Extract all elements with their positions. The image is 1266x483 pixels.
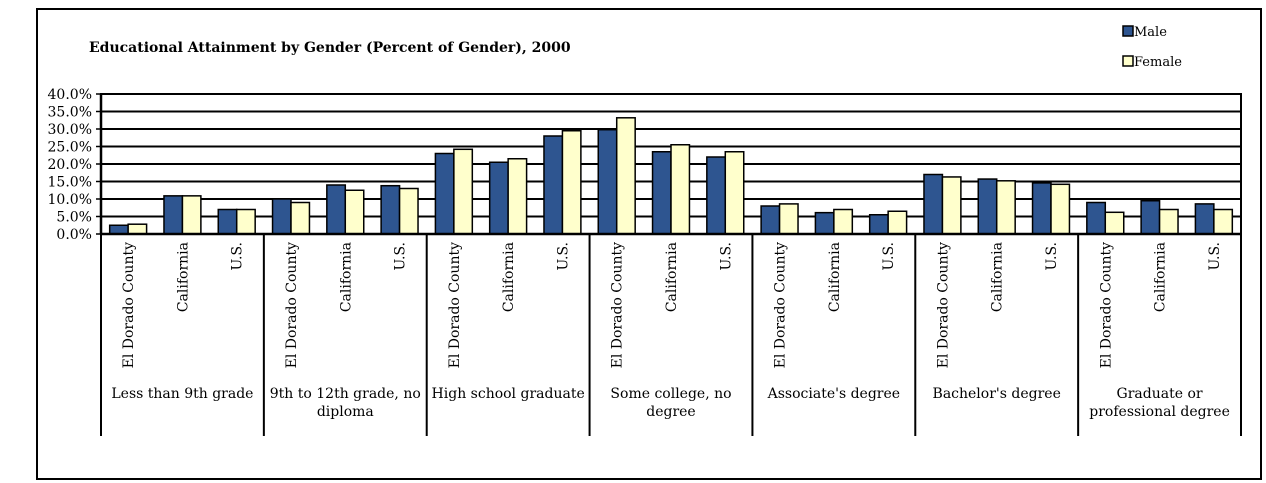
bar-male <box>814 211 835 235</box>
x-axis-ticks: El Dorado County California U.S. El Dorado … <box>121 242 1223 368</box>
x-tick-label: U.S. <box>1207 242 1223 271</box>
x-tick-label: California <box>1153 242 1169 312</box>
legend-label-male: Male <box>1134 25 1167 40</box>
bar-female <box>507 158 528 235</box>
x-tick-label: El Dorado County <box>610 242 626 368</box>
y-axis-ticks: 0.0%5.0% 10.0%15.0% 20.0%25.0% 30.0%35.0% 40… <box>48 87 101 243</box>
bar-male <box>923 173 944 235</box>
x-tick-label: California <box>501 242 517 312</box>
bar-male <box>597 128 618 235</box>
x-tick-label: U.S. <box>718 242 734 271</box>
x-tick-label: California <box>338 242 354 312</box>
y-tick-label: 20.0% <box>48 157 92 173</box>
bar-male <box>1140 200 1161 235</box>
bar-female <box>453 148 474 235</box>
bar-female <box>344 189 365 235</box>
bar-male <box>108 224 129 235</box>
bar-male <box>977 178 998 235</box>
bar-female <box>398 187 419 235</box>
legend-label-female: Female <box>1134 55 1182 70</box>
bar-male <box>326 184 347 235</box>
y-tick-label: 5.0% <box>56 210 92 226</box>
bar-male <box>706 156 727 235</box>
x-tick-label: California <box>664 242 680 312</box>
group-label: High school graduate <box>432 386 585 402</box>
bar-female <box>670 144 691 235</box>
bar-female <box>724 151 745 235</box>
group-label: 9th to 12th grade, no diploma <box>270 386 421 420</box>
x-tick-label: El Dorado County <box>773 242 789 368</box>
bar-female <box>941 176 962 235</box>
bar-female <box>995 180 1016 235</box>
group-label: Bachelor's degree <box>933 386 1061 402</box>
bar-male <box>1031 182 1052 235</box>
bar-male <box>760 205 781 235</box>
y-tick-label: 10.0% <box>48 192 92 208</box>
bar-male <box>868 214 889 235</box>
bar-female <box>778 203 799 235</box>
bar-female <box>127 223 148 235</box>
bar-male <box>1086 201 1107 235</box>
group-label: Some college, no degree <box>610 386 731 420</box>
bar-male <box>488 161 509 235</box>
legend-swatch-female <box>1122 55 1134 67</box>
bar-male <box>1194 203 1215 235</box>
bar-female <box>1213 208 1234 235</box>
x-tick-label: El Dorado County <box>284 242 300 368</box>
plot-frame <box>99 93 1242 236</box>
bar-female <box>833 208 854 235</box>
x-tick-label: U.S. <box>393 242 409 271</box>
bar-female <box>1050 183 1071 235</box>
bar-female <box>290 201 311 235</box>
bar-male <box>543 135 564 235</box>
y-tick-label: 25.0% <box>48 140 92 156</box>
bar-male <box>163 195 184 235</box>
x-tick-label: U.S. <box>230 242 246 271</box>
legend: Male Female <box>1122 25 1182 70</box>
bar-female <box>1104 211 1125 235</box>
y-tick-label: 40.0% <box>48 87 92 103</box>
y-tick-label: 30.0% <box>48 122 92 138</box>
x-tick-label: California <box>827 242 843 312</box>
bar-male <box>651 151 672 235</box>
bar-female <box>181 195 202 235</box>
x-tick-label: California <box>990 242 1006 312</box>
x-tick-label: U.S. <box>881 242 897 271</box>
y-tick-label: 35.0% <box>48 105 92 121</box>
group-label: Graduate or professional degree <box>1089 386 1230 420</box>
bar-female <box>1158 208 1179 235</box>
x-tick-label: U.S. <box>1044 242 1060 271</box>
bar-male <box>217 208 238 235</box>
x-tick-label: El Dorado County <box>447 242 463 368</box>
bar-male <box>380 184 401 235</box>
bar-female <box>615 117 636 235</box>
group-label: Less than 9th grade <box>111 386 253 402</box>
bars <box>108 117 1234 235</box>
bar-male <box>271 198 292 235</box>
bar-female <box>887 210 908 235</box>
chart-title: Educational Attainment by Gender (Percen… <box>89 40 571 56</box>
legend-swatch-male <box>1122 25 1134 37</box>
x-tick-label: El Dorado County <box>121 242 137 368</box>
x-tick-label: El Dorado County <box>935 242 951 368</box>
bar-male <box>434 152 455 235</box>
bar-female <box>235 208 256 235</box>
y-tick-label: 0.0% <box>56 227 92 243</box>
y-tick-label: 15.0% <box>48 175 92 191</box>
outer-border <box>36 8 1262 480</box>
group-labels: Less than 9th grade 9th to 12th grade, no… <box>100 234 1242 436</box>
bar-female <box>561 130 582 235</box>
group-label: Associate's degree <box>767 386 900 402</box>
x-tick-label: California <box>175 242 191 312</box>
x-tick-label: El Dorado County <box>1098 242 1114 368</box>
x-tick-label: U.S. <box>555 242 571 271</box>
